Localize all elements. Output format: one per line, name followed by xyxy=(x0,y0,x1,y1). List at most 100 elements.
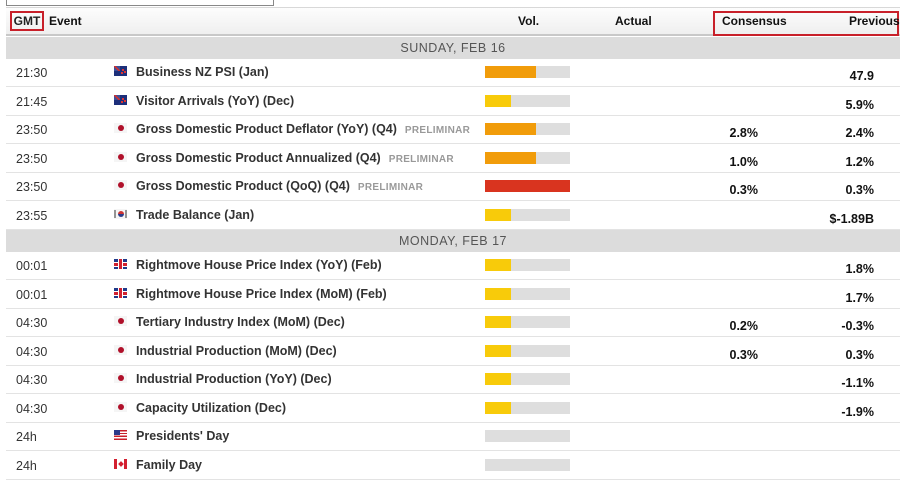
flag-kr-icon xyxy=(114,208,127,219)
flag-jp-icon xyxy=(114,151,127,162)
volatility-fill xyxy=(485,373,511,385)
volatility-fill xyxy=(485,123,536,135)
previous-value: 1.2% xyxy=(845,154,875,169)
event-name-text: Industrial Production (MoM) (Dec) xyxy=(136,343,337,358)
event-name-text: Visitor Arrivals (YoY) (Dec) xyxy=(136,93,295,108)
event-name[interactable]: Tertiary Industry Index (MoM) (Dec) xyxy=(136,309,345,335)
event-name-text: Trade Balance (Jan) xyxy=(136,207,255,222)
flag-us-icon xyxy=(114,430,127,440)
event-row[interactable]: 24h Presidents' Day xyxy=(6,423,900,451)
event-name[interactable]: Gross Domestic Product Annualized (Q4) PR… xyxy=(136,145,454,173)
volatility-fill xyxy=(485,180,570,192)
event-name[interactable]: Trade Balance (Jan) xyxy=(136,202,254,228)
flag-jp-icon xyxy=(114,316,127,326)
volatility-bar xyxy=(485,373,570,385)
event-name[interactable]: Visitor Arrivals (YoY) (Dec) xyxy=(136,88,294,114)
event-row[interactable]: 00:01 Rightmove House Price Index (MoM) … xyxy=(6,280,900,309)
preliminary-tag: PRELIMINAR xyxy=(357,182,424,193)
previous-value: $-1.89B xyxy=(829,211,874,226)
search-box-edge xyxy=(6,0,274,6)
flag-jp-icon xyxy=(114,401,127,412)
flag-ca-icon xyxy=(114,458,127,469)
event-time: 04:30 xyxy=(16,316,48,330)
event-name[interactable]: Business NZ PSI (Jan) xyxy=(136,59,269,85)
event-time: 23:55 xyxy=(16,208,48,223)
event-name-text: Gross Domestic Product Annualized (Q4) xyxy=(136,150,381,165)
volatility-fill xyxy=(485,287,511,300)
event-row[interactable]: 23:55 Trade Balance (Jan) $-1.89B xyxy=(6,201,900,230)
event-row[interactable]: 04:30 Tertiary Industry Index (MoM) (Dec… xyxy=(6,309,900,337)
consensus-value: 1.0% xyxy=(729,154,759,169)
previous-value: -1.9% xyxy=(841,404,874,419)
event-row[interactable]: 23:50 Gross Domestic Product Annualized … xyxy=(6,144,900,173)
event-name-text: Presidents' Day xyxy=(136,429,230,443)
volatility-fill xyxy=(485,66,536,78)
event-name[interactable]: Industrial Production (MoM) (Dec) xyxy=(136,338,337,364)
event-row[interactable]: 00:01 Rightmove House Price Index (YoY) … xyxy=(6,252,900,280)
previous-value: 47.9 xyxy=(849,69,874,83)
event-name[interactable]: Capacity Utilization (Dec) xyxy=(136,395,286,421)
consensus-value: 0.3% xyxy=(729,347,759,362)
volatility-bar xyxy=(485,316,570,328)
event-row[interactable]: 21:45 Visitor Arrivals (YoY) (Dec) 5.9% xyxy=(6,87,900,116)
consensus-value: 2.8% xyxy=(729,126,759,140)
flag-nz-icon xyxy=(114,66,127,76)
flag-jp-icon xyxy=(114,344,127,355)
timezone-gmt-button[interactable]: GMT xyxy=(10,11,44,31)
volatility-bar xyxy=(485,401,570,414)
volatility-fill xyxy=(485,208,511,221)
column-header-previous: Previous xyxy=(849,14,900,28)
gmt-label: GMT xyxy=(13,14,41,28)
volatility-bar xyxy=(485,344,570,357)
previous-value: 1.8% xyxy=(845,262,875,276)
event-name-text: Capacity Utilization (Dec) xyxy=(136,400,287,415)
event-name-text: Family Day xyxy=(136,457,203,472)
volatility-bar xyxy=(485,208,570,221)
previous-value: 0.3% xyxy=(845,183,875,197)
volatility-fill xyxy=(485,344,511,357)
event-name-text: Business NZ PSI (Jan) xyxy=(136,65,269,79)
volatility-fill xyxy=(485,401,511,414)
event-row[interactable]: 04:30 Industrial Production (MoM) (Dec) … xyxy=(6,337,900,366)
volatility-bar xyxy=(485,287,570,300)
volatility-fill xyxy=(485,94,511,107)
event-name-text: Gross Domestic Product Deflator (YoY) (Q… xyxy=(136,122,397,136)
event-name[interactable]: Family Day xyxy=(136,452,202,478)
event-name[interactable]: Industrial Production (YoY) (Dec) xyxy=(136,366,332,392)
event-row[interactable]: 24h Family Day xyxy=(6,451,900,480)
volatility-fill xyxy=(485,259,511,271)
preliminary-tag: PRELIMINAR xyxy=(404,125,471,136)
event-row[interactable]: 23:50 Gross Domestic Product (QoQ) (Q4) P… xyxy=(6,173,900,201)
event-time: 00:01 xyxy=(16,259,48,273)
previous-value: -1.1% xyxy=(841,376,874,390)
event-row[interactable]: 21:30 Business NZ PSI (Jan) 47.9 xyxy=(6,59,900,87)
event-time: 23:50 xyxy=(16,151,48,166)
flag-nz-icon xyxy=(114,94,127,105)
volatility-bar xyxy=(485,180,570,192)
previous-value: 5.9% xyxy=(845,97,875,112)
volatility-bar xyxy=(485,259,570,271)
previous-value: 0.3% xyxy=(845,347,875,362)
column-header-actual: Actual xyxy=(615,14,652,28)
event-name-text: Rightmove House Price Index (MoM) (Feb) xyxy=(136,286,387,301)
event-name[interactable]: Gross Domestic Product (QoQ) (Q4) PRELIMI… xyxy=(136,173,423,201)
event-name[interactable]: Gross Domestic Product Deflator (YoY) (Q… xyxy=(136,116,470,144)
event-name[interactable]: Presidents' Day xyxy=(136,423,229,449)
event-row[interactable]: 23:50 Gross Domestic Product Deflator (Y… xyxy=(6,116,900,144)
event-name-text: Rightmove House Price Index (YoY) (Feb) xyxy=(136,258,382,272)
event-name-text: Tertiary Industry Index (MoM) (Dec) xyxy=(136,315,345,329)
volatility-bar xyxy=(485,151,570,164)
volatility-bar xyxy=(485,458,570,471)
event-time: 04:30 xyxy=(16,373,48,387)
column-header-vol: Vol. xyxy=(518,14,540,28)
column-header-consensus: Consensus xyxy=(722,14,787,28)
preliminary-tag: PRELIMINAR xyxy=(388,153,454,165)
event-name[interactable]: Rightmove House Price Index (MoM) (Feb) xyxy=(136,281,387,307)
previous-value: 1.7% xyxy=(845,290,875,305)
previous-value: 2.4% xyxy=(845,126,875,140)
event-time: 04:30 xyxy=(16,401,48,416)
event-row[interactable]: 04:30 Industrial Production (YoY) (Dec) … xyxy=(6,366,900,394)
event-row[interactable]: 04:30 Capacity Utilization (Dec) -1.9% xyxy=(6,394,900,423)
event-name[interactable]: Rightmove House Price Index (YoY) (Feb) xyxy=(136,252,382,278)
event-time: 24h xyxy=(16,458,37,473)
